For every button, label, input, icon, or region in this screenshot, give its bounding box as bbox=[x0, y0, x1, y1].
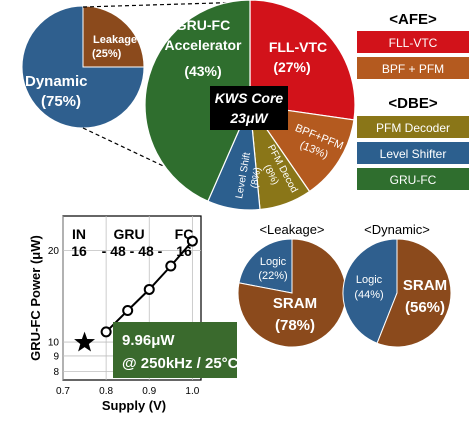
dynamic-pie-title: <Dynamic> bbox=[364, 222, 430, 237]
x-tick-label: 0.9 bbox=[142, 386, 156, 397]
legend-label-pfm-decoder: PFM Decoder bbox=[376, 121, 450, 135]
leakage-sram-label: SRAM bbox=[273, 295, 317, 312]
leakage-sram-value: (78%) bbox=[275, 317, 315, 334]
topology-in-label: IN bbox=[72, 226, 86, 242]
y-tick-label: 10 bbox=[48, 338, 60, 349]
kws-core-pie: GRU-FC Accelerator (43%) FLL-VTC (27%) B… bbox=[144, 0, 356, 211]
kws-core-power: 23μW bbox=[229, 110, 269, 126]
kws-core-title: KWS Core bbox=[215, 90, 284, 106]
dynamic-sram-value: (56%) bbox=[405, 299, 445, 316]
legend-afe-title: <AFE> bbox=[389, 11, 437, 28]
legend-label-bpf-pfm: BPF + PFM bbox=[382, 62, 444, 76]
pie-slice-leakage-sram bbox=[237, 238, 347, 348]
data-point bbox=[186, 235, 198, 247]
x-tick-label: 0.8 bbox=[99, 386, 113, 397]
dynamic-slice-value: (75%) bbox=[41, 93, 81, 110]
pie-slice-dynamic-logic bbox=[342, 238, 398, 344]
data-point bbox=[122, 305, 134, 317]
data-point bbox=[165, 260, 177, 272]
legend-label-level-shifter: Level Shifter bbox=[380, 147, 447, 161]
dynamic-breakdown-pie: <Dynamic> Logic (44%) SRAM (56%) bbox=[342, 222, 452, 348]
gru-fc-slice-label-1: GRU-FC bbox=[176, 17, 230, 33]
leakage-logic-value: (22%) bbox=[258, 270, 287, 282]
x-tick-labels: 0.7 0.8 0.9 1.0 bbox=[56, 386, 200, 397]
kws-core-center-box bbox=[210, 86, 288, 130]
legend-swatch-fll-vtc bbox=[357, 31, 469, 53]
note-power: 9.96μW bbox=[122, 332, 175, 349]
dynamic-logic-value: (44%) bbox=[354, 289, 383, 301]
dynamic-sram-label: SRAM bbox=[403, 277, 447, 294]
fll-vtc-slice-value: (27%) bbox=[273, 59, 310, 75]
topology-gru-label: GRU bbox=[113, 226, 144, 242]
leakage-slice-label: Leakage bbox=[93, 34, 137, 46]
legend-swatch-gru-fc bbox=[357, 168, 469, 190]
data-point bbox=[143, 283, 155, 295]
note-condition: @ 250kHz / 25°C bbox=[122, 355, 239, 372]
x-axis-label: Supply (V) bbox=[102, 398, 166, 413]
pie-slice-gru-fc bbox=[144, 0, 251, 202]
power-vs-supply-chart: 0.7 0.8 0.9 1.0 8 9 10 20 IN 16 GRU - 48 - 48 … bbox=[28, 215, 239, 413]
y-tick-label: 9 bbox=[53, 351, 59, 362]
y-axis-label: GRU-FC Power (μW) bbox=[28, 235, 43, 361]
topology-fc-size: 16 bbox=[176, 243, 192, 259]
level-shift-slice-value: (8%) bbox=[249, 166, 264, 189]
legend: <AFE> FLL-VTC BPF + PFM <DBE> PFM Decode… bbox=[357, 11, 469, 190]
pie-slice-dynamic-sram bbox=[376, 238, 452, 348]
y-tick-labels: 8 9 10 20 bbox=[48, 246, 60, 378]
fll-vtc-slice-label: FLL-VTC bbox=[269, 39, 327, 55]
dynamic-logic-label: Logic bbox=[356, 274, 383, 286]
gru-fc-slice-value: (43%) bbox=[184, 63, 221, 79]
leakage-slice-value: (25%) bbox=[92, 48, 122, 60]
y-tick-label: 8 bbox=[53, 367, 59, 378]
gru-fc-slice-label-2: Accelerator bbox=[164, 37, 242, 53]
operating-point-note-box bbox=[113, 322, 237, 378]
legend-label-gru-fc: GRU-FC bbox=[390, 173, 437, 187]
leakage-breakdown-pie: <Leakage> Logic (22%) SRAM (78%) bbox=[237, 222, 347, 348]
power-series-points bbox=[100, 235, 198, 338]
operating-point-star-icon bbox=[74, 331, 96, 352]
topology-in-size: 16 bbox=[71, 243, 87, 259]
x-tick-label: 0.7 bbox=[56, 386, 70, 397]
legend-swatch-pfm-decoder bbox=[357, 116, 469, 138]
legend-swatch-bpf-pfm bbox=[357, 57, 469, 79]
y-tick-label: 20 bbox=[48, 246, 60, 257]
legend-label-fll-vtc: FLL-VTC bbox=[389, 36, 438, 50]
leakage-logic-label: Logic bbox=[260, 256, 287, 268]
legend-swatch-level-shifter bbox=[357, 142, 469, 164]
topology-gru-size: - 48 - 48 - bbox=[102, 243, 163, 259]
x-tick-label: 1.0 bbox=[185, 386, 199, 397]
leakage-pie-title: <Leakage> bbox=[259, 222, 324, 237]
pie-slice-leakage-logic bbox=[238, 238, 293, 294]
total-power-pie: Leakage (25%) Dynamic (75%) bbox=[21, 5, 145, 129]
data-point bbox=[100, 326, 112, 338]
legend-dbe-title: <DBE> bbox=[388, 95, 437, 112]
topology-fc-label: FC bbox=[175, 226, 194, 242]
dynamic-slice-label: Dynamic bbox=[25, 73, 88, 90]
